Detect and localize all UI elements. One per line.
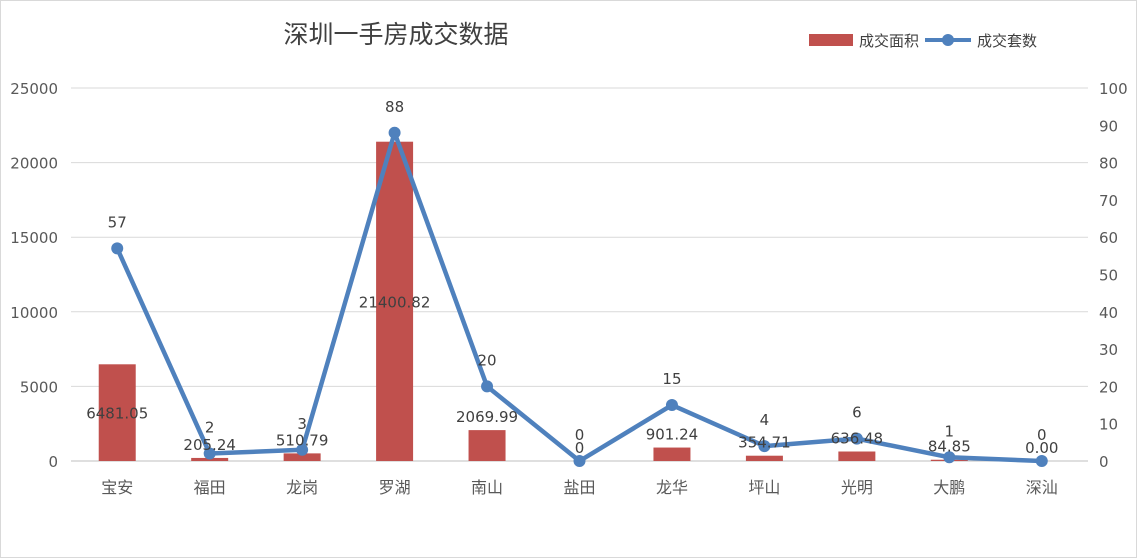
line-data-label: 3 bbox=[297, 415, 307, 433]
chart-title: 深圳一手房成交数据 bbox=[283, 20, 509, 49]
bar bbox=[283, 453, 321, 461]
bar-data-label: 0.00 bbox=[1025, 439, 1058, 457]
y-right-tick-label: 40 bbox=[1099, 304, 1118, 322]
legend: 成交面积 成交套数 bbox=[809, 29, 1043, 51]
y-right-tick-label: 100 bbox=[1099, 80, 1128, 98]
y-left-tick-label: 10000 bbox=[10, 304, 58, 322]
y-right-tick-label: 20 bbox=[1099, 378, 1118, 396]
line-data-label: 1 bbox=[945, 422, 955, 440]
y-left-tick-label: 0 bbox=[48, 453, 58, 471]
series-line bbox=[115, 130, 1042, 464]
bar-data-label: 84.85 bbox=[928, 438, 971, 456]
bar bbox=[98, 364, 136, 461]
y-right-tick-label: 50 bbox=[1099, 267, 1118, 285]
legend-label-area: 成交面积 bbox=[859, 31, 920, 50]
line-data-label: 15 bbox=[662, 370, 681, 388]
line-data-label: 4 bbox=[760, 411, 770, 429]
bar bbox=[468, 430, 506, 461]
x-tick-label: 光明 bbox=[841, 478, 873, 497]
line-point bbox=[758, 440, 771, 453]
line-point bbox=[388, 126, 401, 139]
bar-data-label: 510.79 bbox=[276, 431, 329, 449]
y-right-tick-label: 80 bbox=[1099, 155, 1118, 173]
line-data-label: 0 bbox=[1037, 426, 1047, 444]
line-point bbox=[111, 242, 124, 255]
line-point bbox=[573, 455, 586, 467]
legend-item-count: 成交套数 bbox=[925, 30, 1037, 51]
bar-data-label: 901.24 bbox=[646, 426, 699, 444]
y-right-tick-label: 30 bbox=[1099, 341, 1118, 359]
legend-label-count: 成交套数 bbox=[977, 31, 1038, 50]
bar-data-label: 636.48 bbox=[831, 430, 884, 448]
y-right-tick-label: 70 bbox=[1099, 192, 1118, 210]
y-left-tick-label: 5000 bbox=[20, 378, 58, 396]
bar-data-label: 21400.82 bbox=[359, 293, 431, 311]
line-point bbox=[850, 432, 863, 445]
line-point bbox=[943, 451, 956, 464]
x-tick-label: 宝安 bbox=[101, 478, 133, 497]
x-tick-label: 大鹏 bbox=[933, 478, 965, 497]
bar bbox=[745, 455, 783, 461]
line-point bbox=[203, 447, 216, 460]
y-left-tick-label: 20000 bbox=[10, 155, 58, 173]
bar bbox=[653, 447, 691, 461]
x-tick-label: 福田 bbox=[194, 478, 226, 497]
x-tick-label: 龙华 bbox=[656, 478, 688, 497]
line-data-label: 6 bbox=[852, 404, 862, 422]
x-tick-label: 龙岗 bbox=[286, 478, 318, 497]
y-right-tick-label: 60 bbox=[1099, 229, 1118, 247]
line-point bbox=[296, 443, 309, 456]
y-left-tick-label: 15000 bbox=[10, 229, 58, 247]
line-data-label: 0 bbox=[575, 426, 585, 444]
line-data-label: 2 bbox=[205, 419, 215, 437]
line-data-label: 57 bbox=[108, 213, 127, 231]
bar-data-label: 2069.99 bbox=[456, 408, 518, 426]
y-right-tick-label: 0 bbox=[1099, 453, 1109, 471]
bar-data-label: 205.24 bbox=[183, 436, 236, 454]
legend-swatch-line bbox=[925, 34, 972, 46]
y-right-tick-label: 90 bbox=[1099, 117, 1118, 135]
line-point bbox=[665, 399, 678, 412]
x-tick-label: 罗湖 bbox=[379, 478, 411, 497]
bar-data-label: 354.71 bbox=[738, 434, 791, 452]
line-data-label: 20 bbox=[477, 351, 496, 369]
bar bbox=[838, 451, 876, 461]
bar bbox=[376, 141, 414, 461]
y-right-tick-label: 10 bbox=[1099, 416, 1118, 434]
line-point bbox=[1035, 455, 1048, 467]
legend-item-area: 成交面积 bbox=[809, 30, 919, 51]
bar-data-label: 6481.05 bbox=[86, 405, 148, 423]
x-tick-label: 南山 bbox=[471, 478, 503, 497]
x-tick-label: 坪山 bbox=[748, 478, 780, 497]
line-point bbox=[481, 380, 494, 393]
x-tick-label: 深汕 bbox=[1026, 478, 1058, 497]
line-data-label: 88 bbox=[385, 98, 404, 116]
y-left-tick-label: 25000 bbox=[10, 80, 58, 98]
bar-data-label: 0 bbox=[575, 439, 585, 457]
x-tick-label: 盐田 bbox=[563, 478, 595, 497]
legend-swatch-bar bbox=[809, 34, 853, 46]
